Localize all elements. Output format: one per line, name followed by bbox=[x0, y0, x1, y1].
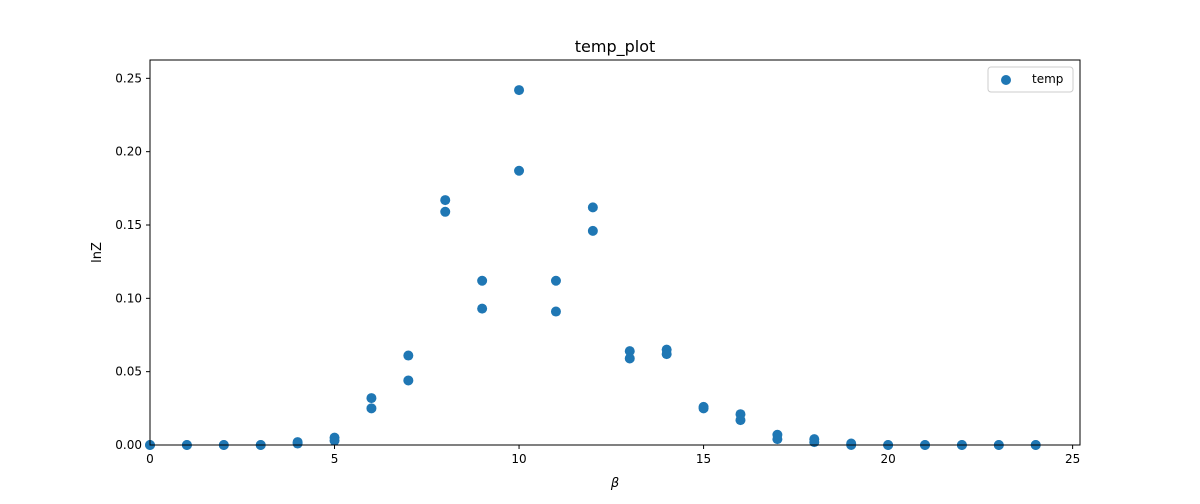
data-point bbox=[366, 393, 377, 404]
y-axis-label: lnZ bbox=[90, 242, 105, 263]
y-tick-label: 0.15 bbox=[115, 218, 142, 232]
data-point bbox=[698, 403, 709, 414]
data-point bbox=[403, 350, 414, 361]
x-tick-label: 10 bbox=[511, 452, 526, 466]
legend-box bbox=[987, 66, 1074, 93]
data-point bbox=[366, 403, 377, 414]
x-tick-label: 0 bbox=[146, 452, 154, 466]
y-tick-label: 0.20 bbox=[115, 145, 142, 159]
x-tick-label: 5 bbox=[331, 452, 339, 466]
y-tick-label: 0.10 bbox=[115, 291, 142, 305]
axes: 0 5 10 15 20 25 0.00 0.05 0.10 0.15 0.20 0.25 bbox=[115, 71, 1080, 466]
data-point bbox=[772, 434, 783, 445]
y-tick-label: 0.25 bbox=[115, 71, 142, 85]
chart-title: temp_plot bbox=[575, 37, 656, 57]
data-point bbox=[550, 275, 561, 286]
legend-marker bbox=[1001, 75, 1011, 85]
data-point bbox=[735, 415, 746, 426]
legend-entry-temp: temp bbox=[1032, 72, 1063, 86]
data-point bbox=[587, 225, 598, 236]
data-point bbox=[477, 303, 488, 314]
data-point bbox=[661, 349, 672, 360]
data-point bbox=[514, 165, 525, 176]
data-point bbox=[809, 437, 820, 448]
data-point bbox=[550, 306, 561, 317]
data-point bbox=[624, 353, 635, 364]
data-point bbox=[477, 275, 488, 286]
data-point bbox=[624, 346, 635, 357]
data-point bbox=[440, 195, 451, 206]
data-point bbox=[329, 435, 340, 446]
plot-frame bbox=[149, 59, 1081, 446]
data-point bbox=[292, 438, 303, 449]
data-point bbox=[403, 375, 414, 386]
x-tick-label: 15 bbox=[696, 452, 711, 466]
data-points bbox=[145, 85, 1041, 450]
y-tick-label: 0.00 bbox=[115, 438, 142, 452]
y-tick-label: 0.05 bbox=[115, 365, 142, 379]
x-axis-label: β bbox=[610, 476, 619, 491]
data-point bbox=[587, 202, 598, 213]
data-point bbox=[514, 85, 525, 96]
x-tick-label: 25 bbox=[1065, 452, 1080, 466]
legend: temp bbox=[987, 66, 1074, 93]
data-point bbox=[440, 206, 451, 217]
x-tick-label: 20 bbox=[880, 452, 895, 466]
